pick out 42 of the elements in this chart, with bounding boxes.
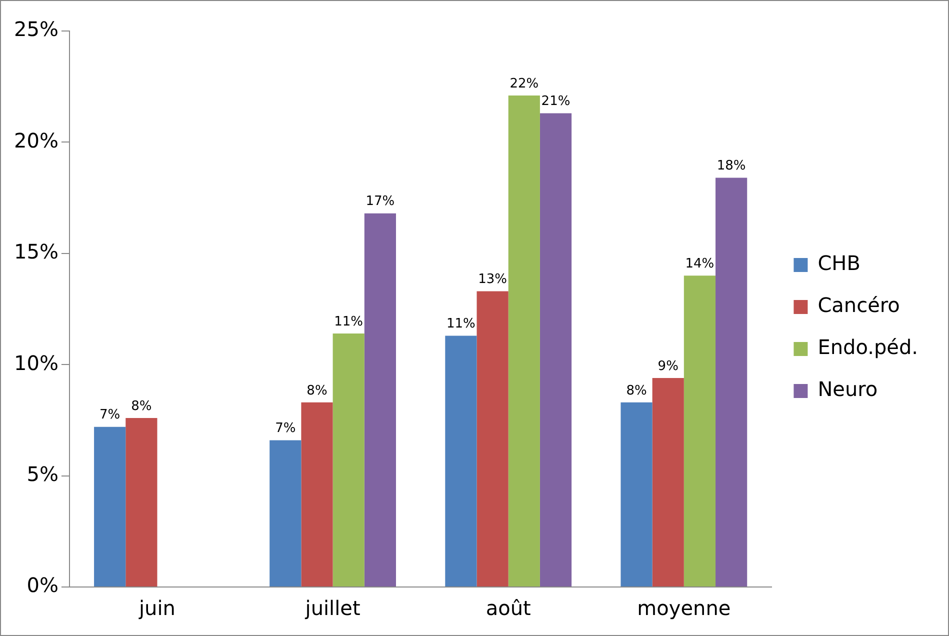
- bar: [332, 333, 364, 586]
- bar: [445, 336, 477, 586]
- legend-label: Endo.péd.: [818, 335, 918, 360]
- data-label: 7%: [100, 408, 120, 423]
- bar: [620, 402, 652, 586]
- bar: [716, 178, 748, 586]
- data-label: 13%: [478, 272, 508, 288]
- y-tick-label: 5%: [26, 462, 58, 486]
- data-label: 8%: [131, 398, 152, 414]
- legend-label: Neuro: [818, 377, 878, 402]
- data-label: 21%: [541, 94, 570, 110]
- bar: [508, 95, 540, 586]
- x-tick-label: juin: [138, 596, 176, 620]
- x-tick-label: moyenne: [637, 596, 731, 620]
- data-label: 7%: [275, 421, 296, 436]
- data-label: 8%: [306, 383, 328, 398]
- data-label: 8%: [626, 383, 647, 398]
- bar: [364, 213, 396, 586]
- y-tick-label: 25%: [14, 17, 58, 42]
- bar: [270, 440, 302, 586]
- data-label: 11%: [334, 314, 364, 330]
- x-tick-label: juillet: [304, 596, 360, 620]
- data-label: 11%: [446, 316, 476, 332]
- data-label: 18%: [716, 158, 746, 174]
- data-label: 14%: [685, 256, 714, 272]
- legend-label: Cancéro: [818, 293, 900, 318]
- data-label: 22%: [510, 76, 539, 92]
- bar: [301, 402, 333, 586]
- legend-label: CHB: [818, 251, 860, 276]
- bar: [652, 378, 684, 586]
- bar: [684, 276, 716, 586]
- y-tick-label: 15%: [14, 240, 58, 264]
- bar: [540, 113, 572, 586]
- data-label: 17%: [366, 194, 395, 210]
- bar: [94, 426, 126, 586]
- bar: [126, 418, 158, 586]
- y-tick-label: 20%: [14, 128, 58, 152]
- x-tick-label: août: [486, 596, 532, 620]
- data-label: 9%: [658, 358, 678, 374]
- y-tick-label: 0%: [26, 573, 58, 598]
- bar: [476, 291, 508, 586]
- y-tick-label: 10%: [14, 350, 58, 375]
